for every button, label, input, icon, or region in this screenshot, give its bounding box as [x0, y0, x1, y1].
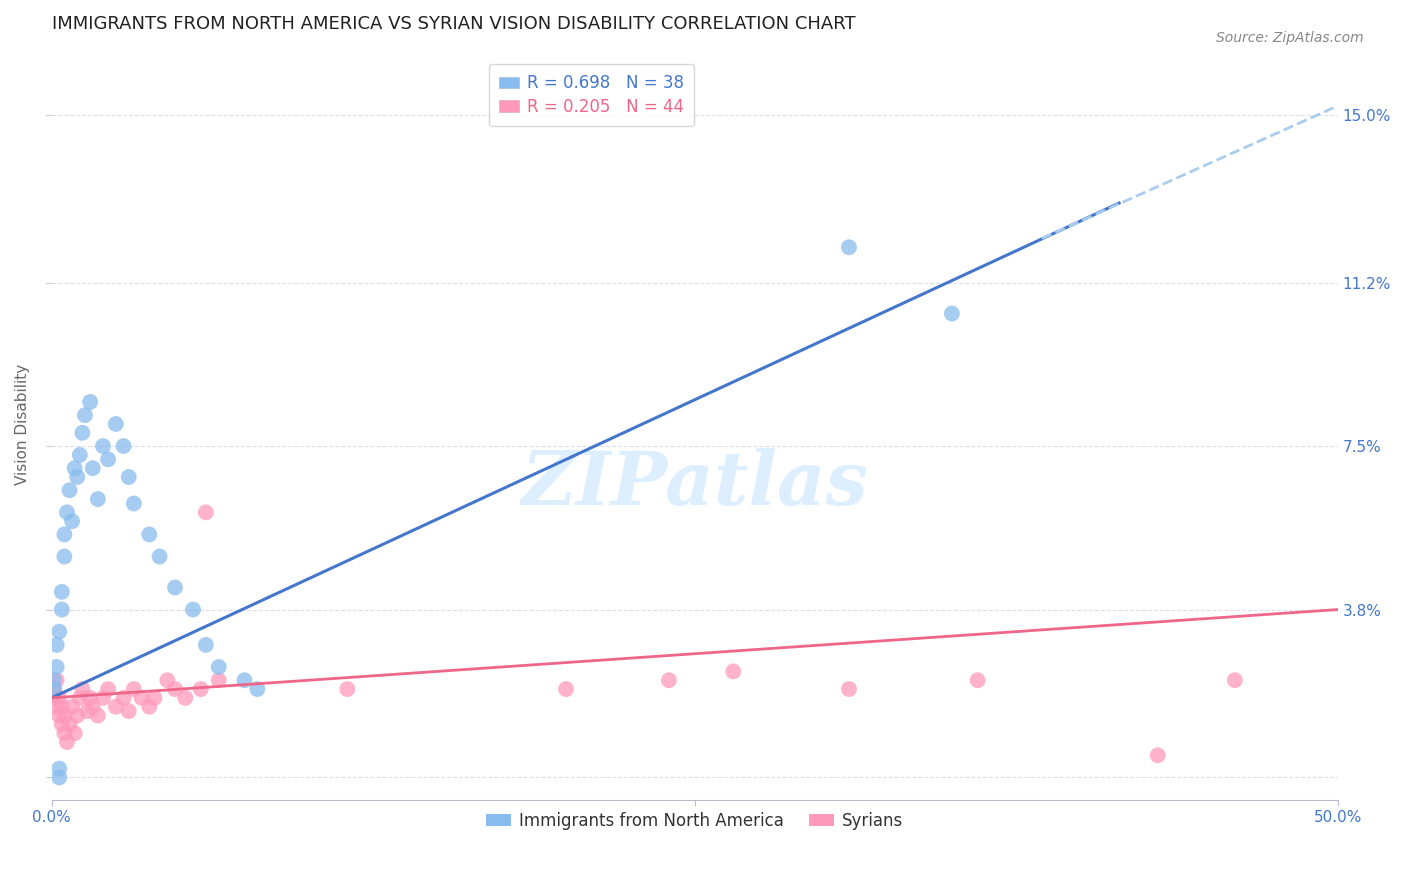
Point: [104, 699, 127, 714]
Point: [53, 726, 76, 740]
Point: [233, 673, 256, 688]
Point: [91, 439, 114, 453]
Text: ZIPatlas: ZIPatlas: [522, 448, 868, 520]
Point: [208, 660, 231, 674]
Point: [658, 673, 681, 688]
Point: [42, 682, 65, 697]
Point: [45, 673, 67, 688]
Point: [104, 417, 127, 431]
Point: [79, 690, 101, 705]
Point: [838, 682, 860, 697]
Y-axis label: Vision Disability: Vision Disability: [15, 363, 30, 484]
Point: [143, 690, 166, 705]
Point: [122, 496, 145, 510]
Point: [138, 699, 160, 714]
Point: [966, 673, 988, 688]
Point: [112, 690, 135, 705]
Point: [87, 708, 110, 723]
Point: [941, 306, 963, 320]
Legend: Immigrants from North America, Syrians: Immigrants from North America, Syrians: [479, 805, 910, 837]
Point: [69, 690, 91, 705]
Point: [58, 717, 80, 731]
Point: [148, 549, 170, 564]
Point: [246, 682, 269, 697]
Point: [42, 682, 65, 697]
Point: [87, 492, 110, 507]
Point: [48, 762, 70, 776]
Point: [45, 660, 67, 674]
Point: [174, 690, 197, 705]
Point: [1223, 673, 1246, 688]
Point: [76, 704, 98, 718]
Point: [336, 682, 359, 697]
Point: [58, 483, 80, 498]
Point: [53, 549, 76, 564]
Point: [82, 461, 104, 475]
Point: [53, 708, 76, 723]
Point: [194, 638, 217, 652]
Point: [72, 425, 94, 440]
Point: [131, 690, 153, 705]
Point: [63, 726, 86, 740]
Point: [66, 470, 89, 484]
Point: [118, 470, 141, 484]
Point: [42, 673, 65, 688]
Point: [60, 514, 83, 528]
Point: [208, 673, 231, 688]
Point: [42, 690, 65, 705]
Point: [56, 505, 79, 519]
Point: [48, 708, 70, 723]
Point: [138, 527, 160, 541]
Point: [1146, 748, 1168, 763]
Point: [45, 699, 67, 714]
Point: [48, 771, 70, 785]
Point: [122, 682, 145, 697]
Point: [555, 682, 578, 697]
Point: [190, 682, 212, 697]
Point: [112, 439, 135, 453]
Point: [69, 448, 91, 462]
Point: [45, 638, 67, 652]
Text: IMMIGRANTS FROM NORTH AMERICA VS SYRIAN VISION DISABILITY CORRELATION CHART: IMMIGRANTS FROM NORTH AMERICA VS SYRIAN …: [52, 15, 855, 33]
Point: [51, 602, 73, 616]
Point: [838, 240, 860, 254]
Point: [118, 704, 141, 718]
Point: [723, 665, 745, 679]
Point: [97, 452, 120, 467]
Point: [163, 682, 186, 697]
Point: [48, 624, 70, 639]
Point: [51, 717, 73, 731]
Point: [82, 699, 104, 714]
Point: [60, 699, 83, 714]
Point: [79, 395, 101, 409]
Point: [66, 708, 89, 723]
Point: [51, 699, 73, 714]
Point: [53, 527, 76, 541]
Text: Source: ZipAtlas.com: Source: ZipAtlas.com: [1216, 31, 1364, 45]
Point: [181, 602, 204, 616]
Point: [163, 581, 186, 595]
Point: [51, 585, 73, 599]
Point: [73, 408, 96, 422]
Point: [72, 682, 94, 697]
Point: [91, 690, 114, 705]
Point: [48, 690, 70, 705]
Point: [156, 673, 179, 688]
Point: [56, 735, 79, 749]
Point: [194, 505, 217, 519]
Point: [97, 682, 120, 697]
Point: [63, 461, 86, 475]
